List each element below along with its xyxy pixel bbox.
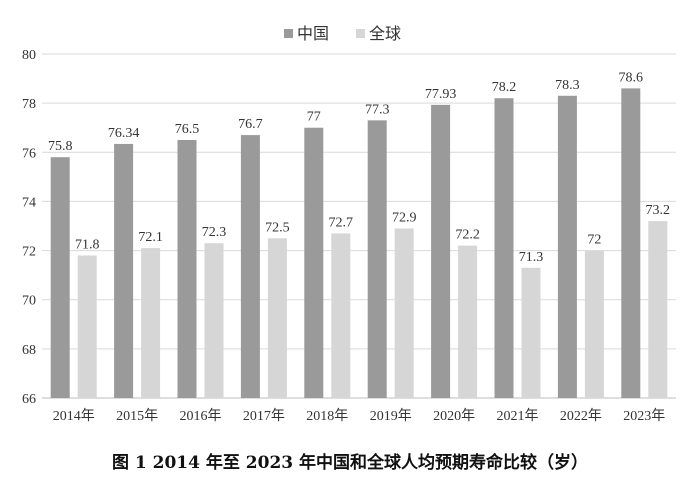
data-label: 76.34 [108, 126, 140, 141]
bar-china [557, 95, 577, 399]
x-tick-label: 2018年 [306, 408, 348, 424]
data-label: 78.2 [492, 80, 517, 95]
bar-global [141, 248, 161, 398]
bar-china [50, 157, 70, 398]
y-axis: 66 68 70 72 74 76 78 80 [22, 48, 36, 407]
bar-china [304, 127, 324, 398]
bar-china [177, 140, 197, 398]
x-tick-label: 2020年 [433, 408, 475, 424]
data-label: 77.3 [365, 102, 390, 117]
data-label: 75.8 [48, 139, 73, 154]
legend-label: 中国 [297, 24, 329, 43]
data-label: 72.7 [329, 215, 354, 230]
data-label: 72.5 [265, 220, 290, 235]
data-label: 72.1 [138, 230, 163, 245]
data-label: 72.3 [202, 225, 227, 240]
bar-china [431, 104, 451, 398]
bar-global [648, 221, 668, 398]
grid-lines [42, 53, 676, 399]
y-tick-label: 70 [22, 294, 36, 309]
x-tick-label: 2014年 [53, 408, 95, 424]
bar-china [367, 120, 387, 398]
y-tick-label: 80 [22, 48, 36, 63]
bar-global [77, 255, 97, 398]
bar-china [621, 88, 641, 399]
bar-china [114, 143, 134, 398]
y-tick-label: 76 [22, 146, 36, 161]
data-label: 76.5 [175, 122, 200, 137]
bar-global [521, 267, 541, 398]
x-tick-label: 2023年 [623, 408, 665, 424]
y-tick-label: 74 [22, 195, 36, 210]
bar-global [584, 250, 604, 398]
y-tick-label: 78 [22, 97, 36, 112]
legend-swatch [356, 29, 365, 38]
bars: 75.8 71.8 76.34 72.1 76.5 72.3 76.7 72.5 77 72.7 7… [48, 70, 671, 399]
data-label: 78.6 [619, 70, 644, 85]
data-label: 78.3 [555, 78, 580, 93]
x-tick-label: 2015年 [116, 408, 158, 424]
data-label: 73.2 [646, 203, 671, 218]
x-tick-label: 2017年 [243, 408, 285, 424]
x-tick-label: 2022年 [560, 408, 602, 424]
legend: 中国 全球 [284, 24, 401, 43]
figure-caption: 图 1 2014 年至 2023 年中国和全球人均预期寿命比较（岁） [111, 453, 589, 473]
data-label: 77.93 [425, 87, 457, 102]
bar-chart: 66 68 70 72 74 76 78 80 75.8 71.8 76.34 72.1 76.5 72… [22, 24, 676, 424]
bar-global [267, 238, 287, 398]
bar-china [240, 135, 260, 399]
bar-global [394, 228, 414, 398]
data-label: 71.8 [75, 237, 100, 252]
data-label: 76.7 [238, 117, 263, 132]
legend-swatch [284, 29, 293, 38]
x-tick-label: 2021年 [497, 408, 539, 424]
y-tick-label: 68 [22, 343, 36, 358]
y-tick-label: 72 [22, 245, 36, 260]
bar-global [331, 233, 351, 398]
data-label: 72 [587, 233, 601, 248]
bar-global [458, 245, 478, 398]
legend-label: 全球 [369, 24, 401, 43]
y-tick-label: 66 [22, 392, 36, 407]
data-label: 72.2 [455, 228, 480, 243]
x-tick-label: 2019年 [370, 408, 412, 424]
x-axis: 2014年 2015年 2016年 2017年 2018年 2019年 2020年 2021年… [53, 408, 666, 424]
bar-global [204, 243, 224, 398]
x-tick-label: 2016年 [180, 408, 222, 424]
data-label: 77 [307, 110, 321, 125]
bar-china [494, 98, 514, 398]
data-label: 72.9 [392, 210, 417, 225]
data-label: 71.3 [519, 250, 544, 265]
